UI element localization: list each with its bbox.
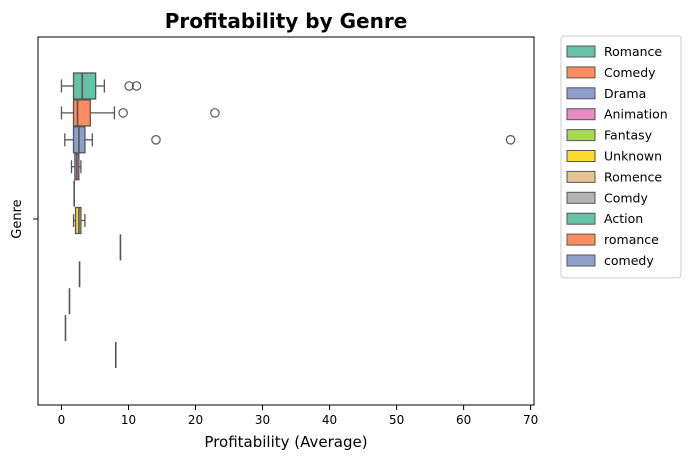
x-tick-label: 40 xyxy=(322,413,337,427)
x-tick-label: 0 xyxy=(58,413,66,427)
legend-item: Romance xyxy=(566,44,662,59)
legend-item: Comedy xyxy=(566,65,656,80)
legend-swatch xyxy=(566,191,596,204)
legend-swatch xyxy=(566,212,596,225)
outlier-point xyxy=(131,81,142,91)
x-tick-label: 10 xyxy=(121,413,136,427)
x-tick-label: 60 xyxy=(456,413,471,427)
legend-swatch xyxy=(566,233,596,246)
legend-swatch xyxy=(566,150,596,162)
legend-swatch xyxy=(566,108,596,121)
legend-label: Comedy xyxy=(604,65,656,80)
legend-label: Drama xyxy=(604,86,646,101)
legend-label: Animation xyxy=(604,107,668,122)
box-group xyxy=(60,99,220,127)
outlier-point xyxy=(151,135,161,145)
legend-swatch xyxy=(566,45,596,58)
legend-label: Romence xyxy=(604,169,662,184)
legend-item: Animation xyxy=(566,107,668,122)
box-group xyxy=(60,72,142,100)
legend-swatch xyxy=(566,254,596,267)
legend-swatch xyxy=(566,170,596,183)
legend-swatch xyxy=(566,129,596,142)
outlier-point xyxy=(210,108,220,118)
legend-item: comedy xyxy=(566,253,654,268)
legend-swatch xyxy=(566,66,596,79)
y-axis-label: Genre xyxy=(10,199,25,238)
box xyxy=(72,72,97,100)
box-group xyxy=(70,153,82,181)
legend-label: Comdy xyxy=(604,190,648,205)
x-tick-label: 20 xyxy=(188,413,203,427)
x-tick-label: 70 xyxy=(523,413,538,427)
legend-item: Action xyxy=(566,211,643,226)
legend-label: Fantasy xyxy=(604,128,653,143)
legend: Romance Comedy Drama Animation Fantasy Unknow… xyxy=(560,35,682,279)
legend-label: Unknown xyxy=(604,149,662,164)
plot-frame xyxy=(37,36,535,406)
box xyxy=(72,99,91,127)
outlier-point xyxy=(118,108,128,118)
legend-label: Romance xyxy=(604,44,662,59)
legend-item: Unknown xyxy=(566,149,662,164)
legend-label: romance xyxy=(604,232,659,247)
chart-title: Profitability by Genre xyxy=(165,9,408,33)
plot-area xyxy=(60,72,516,368)
box-group xyxy=(64,126,516,154)
x-axis: 0 10 20 30 40 50 60 70 xyxy=(33,218,538,427)
legend-item: romance xyxy=(566,232,659,247)
outlier-point xyxy=(124,81,134,91)
legend-item: Romence xyxy=(566,169,662,184)
outlier-point xyxy=(505,135,516,145)
legend-item: Drama xyxy=(566,86,646,101)
box-group xyxy=(72,206,86,235)
x-tick-label: 30 xyxy=(255,413,270,427)
x-axis-label: Profitability (Average) xyxy=(204,433,367,451)
legend-item: Fantasy xyxy=(566,128,653,143)
legend-item: Comdy xyxy=(566,190,648,205)
legend-swatch xyxy=(566,87,596,100)
legend-label: Action xyxy=(604,211,643,226)
legend-label: comedy xyxy=(604,253,654,268)
x-tick-label: 50 xyxy=(389,413,404,427)
